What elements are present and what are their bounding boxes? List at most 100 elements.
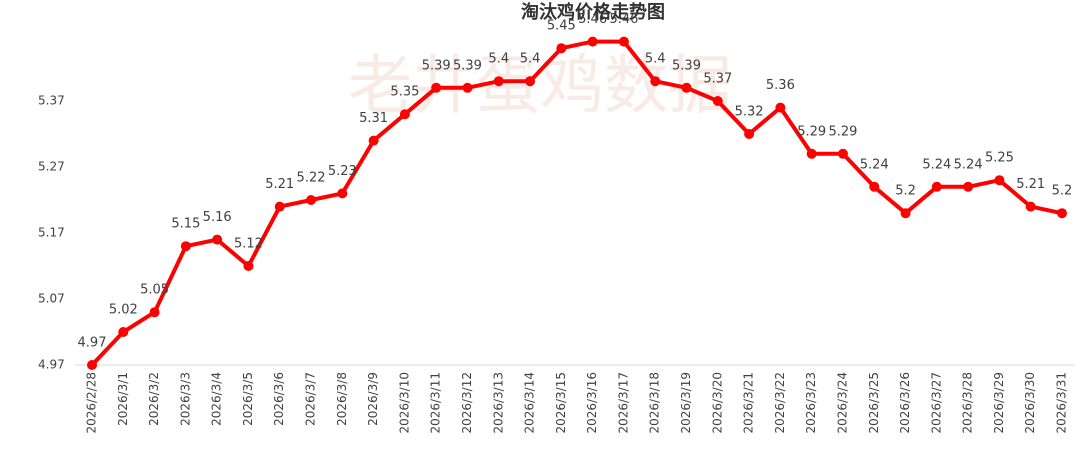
x-tick-label: 2026/3/24 bbox=[835, 372, 849, 434]
data-label: 5.22 bbox=[297, 171, 326, 186]
x-tick-label: 2026/3/4 bbox=[210, 372, 224, 426]
data-label: 5.39 bbox=[453, 58, 482, 73]
y-tick-label: 5.37 bbox=[38, 94, 65, 108]
data-label: 5.4 bbox=[488, 52, 509, 67]
x-tick-label: 2026/3/9 bbox=[366, 372, 380, 426]
point bbox=[650, 76, 661, 87]
data-label: 5.21 bbox=[265, 177, 294, 192]
x-tick-label: 2026/2/28 bbox=[85, 372, 99, 434]
x-tick-label: 2026/3/19 bbox=[679, 372, 693, 434]
point bbox=[744, 129, 755, 139]
x-tick-label: 2026/3/21 bbox=[742, 372, 756, 434]
point bbox=[525, 76, 536, 87]
point bbox=[681, 82, 692, 93]
x-tick-label: 2026/3/11 bbox=[429, 372, 443, 434]
data-label: 5.12 bbox=[234, 237, 263, 252]
data-label: 5.05 bbox=[140, 283, 169, 298]
x-tick-label: 2026/3/13 bbox=[491, 372, 505, 434]
data-label: 5.46 bbox=[578, 12, 607, 27]
point bbox=[306, 195, 317, 205]
data-label: 5.24 bbox=[954, 157, 983, 172]
x-tick-label: 2026/3/16 bbox=[585, 372, 599, 434]
data-label: 5.16 bbox=[203, 210, 232, 225]
point bbox=[931, 181, 942, 192]
x-tick-label: 2026/3/8 bbox=[335, 372, 349, 426]
point bbox=[368, 135, 379, 146]
data-label: 5.32 bbox=[735, 105, 764, 120]
point bbox=[618, 36, 629, 47]
y-tick-label: 5.07 bbox=[38, 292, 65, 306]
data-label: 5.24 bbox=[922, 157, 951, 172]
data-label: 5.4 bbox=[645, 52, 666, 67]
point bbox=[869, 181, 880, 192]
x-tick-label: 2026/3/1 bbox=[116, 372, 130, 426]
watermark: 老井蛋鸡数据 bbox=[348, 50, 732, 124]
point bbox=[587, 36, 598, 47]
point bbox=[212, 234, 223, 245]
point bbox=[493, 76, 504, 87]
point bbox=[775, 102, 786, 113]
x-tick-label: 2026/3/30 bbox=[1023, 372, 1037, 434]
x-tick-label: 2026/3/12 bbox=[460, 372, 474, 434]
point bbox=[1057, 208, 1067, 219]
point bbox=[556, 43, 567, 54]
data-label: 5.02 bbox=[109, 303, 138, 318]
x-tick-label: 2026/3/31 bbox=[1055, 372, 1069, 434]
x-tick-label: 2026/3/29 bbox=[992, 372, 1006, 434]
point bbox=[243, 261, 254, 271]
point bbox=[462, 82, 473, 93]
data-label: 5.25 bbox=[985, 151, 1014, 166]
data-label: 5.15 bbox=[171, 217, 200, 232]
point bbox=[900, 208, 911, 219]
point bbox=[806, 148, 817, 159]
x-tick-label: 2026/3/28 bbox=[961, 372, 975, 434]
x-tick-label: 2026/3/3 bbox=[178, 372, 192, 426]
data-label: 5.2 bbox=[1052, 184, 1073, 199]
x-tick-label: 2026/3/23 bbox=[804, 372, 818, 434]
point bbox=[180, 241, 191, 252]
data-label: 5.46 bbox=[609, 12, 638, 27]
data-label: 4.97 bbox=[78, 336, 107, 351]
x-tick-label: 2026/3/17 bbox=[616, 372, 630, 434]
point bbox=[118, 327, 129, 337]
data-label: 5.45 bbox=[547, 19, 576, 34]
x-tick-label: 2026/3/14 bbox=[523, 372, 537, 434]
x-tick-label: 2026/3/2 bbox=[147, 372, 161, 426]
data-label: 5.2 bbox=[895, 184, 916, 199]
x-tick-label: 2026/3/26 bbox=[898, 372, 912, 434]
chart-title: 淘汰鸡价格走势图 bbox=[521, 1, 665, 23]
x-tick-label: 2026/3/27 bbox=[929, 372, 943, 434]
point bbox=[337, 188, 348, 199]
data-label: 5.31 bbox=[359, 111, 388, 126]
x-tick-label: 2026/3/5 bbox=[241, 372, 255, 426]
data-label: 5.4 bbox=[520, 52, 541, 67]
point bbox=[1025, 201, 1036, 212]
data-label: 5.39 bbox=[422, 58, 451, 73]
point bbox=[431, 82, 442, 93]
x-tick-label: 2026/3/7 bbox=[304, 372, 318, 426]
point bbox=[399, 109, 410, 120]
point bbox=[712, 96, 723, 106]
y-tick-label: 4.97 bbox=[38, 358, 65, 372]
point bbox=[963, 181, 974, 192]
data-label: 5.29 bbox=[797, 124, 826, 139]
data-label: 5.36 bbox=[766, 78, 795, 93]
x-tick-label: 2026/3/22 bbox=[773, 372, 787, 434]
point bbox=[837, 148, 848, 159]
x-tick-label: 2026/3/10 bbox=[397, 372, 411, 434]
data-label: 5.24 bbox=[860, 157, 889, 172]
data-label: 5.35 bbox=[390, 85, 419, 100]
data-label: 5.23 bbox=[328, 164, 357, 179]
y-tick-label: 5.27 bbox=[38, 160, 65, 174]
data-label: 5.29 bbox=[828, 124, 857, 139]
data-label: 5.21 bbox=[1016, 177, 1045, 192]
data-label: 5.37 bbox=[703, 72, 732, 87]
x-tick-label: 2026/3/20 bbox=[710, 372, 724, 434]
x-tick-label: 2026/3/18 bbox=[648, 372, 662, 434]
point bbox=[994, 175, 1005, 186]
point bbox=[274, 201, 285, 212]
data-label: 5.39 bbox=[672, 58, 701, 73]
point bbox=[87, 360, 97, 370]
x-tick-label: 2026/3/15 bbox=[554, 372, 568, 434]
